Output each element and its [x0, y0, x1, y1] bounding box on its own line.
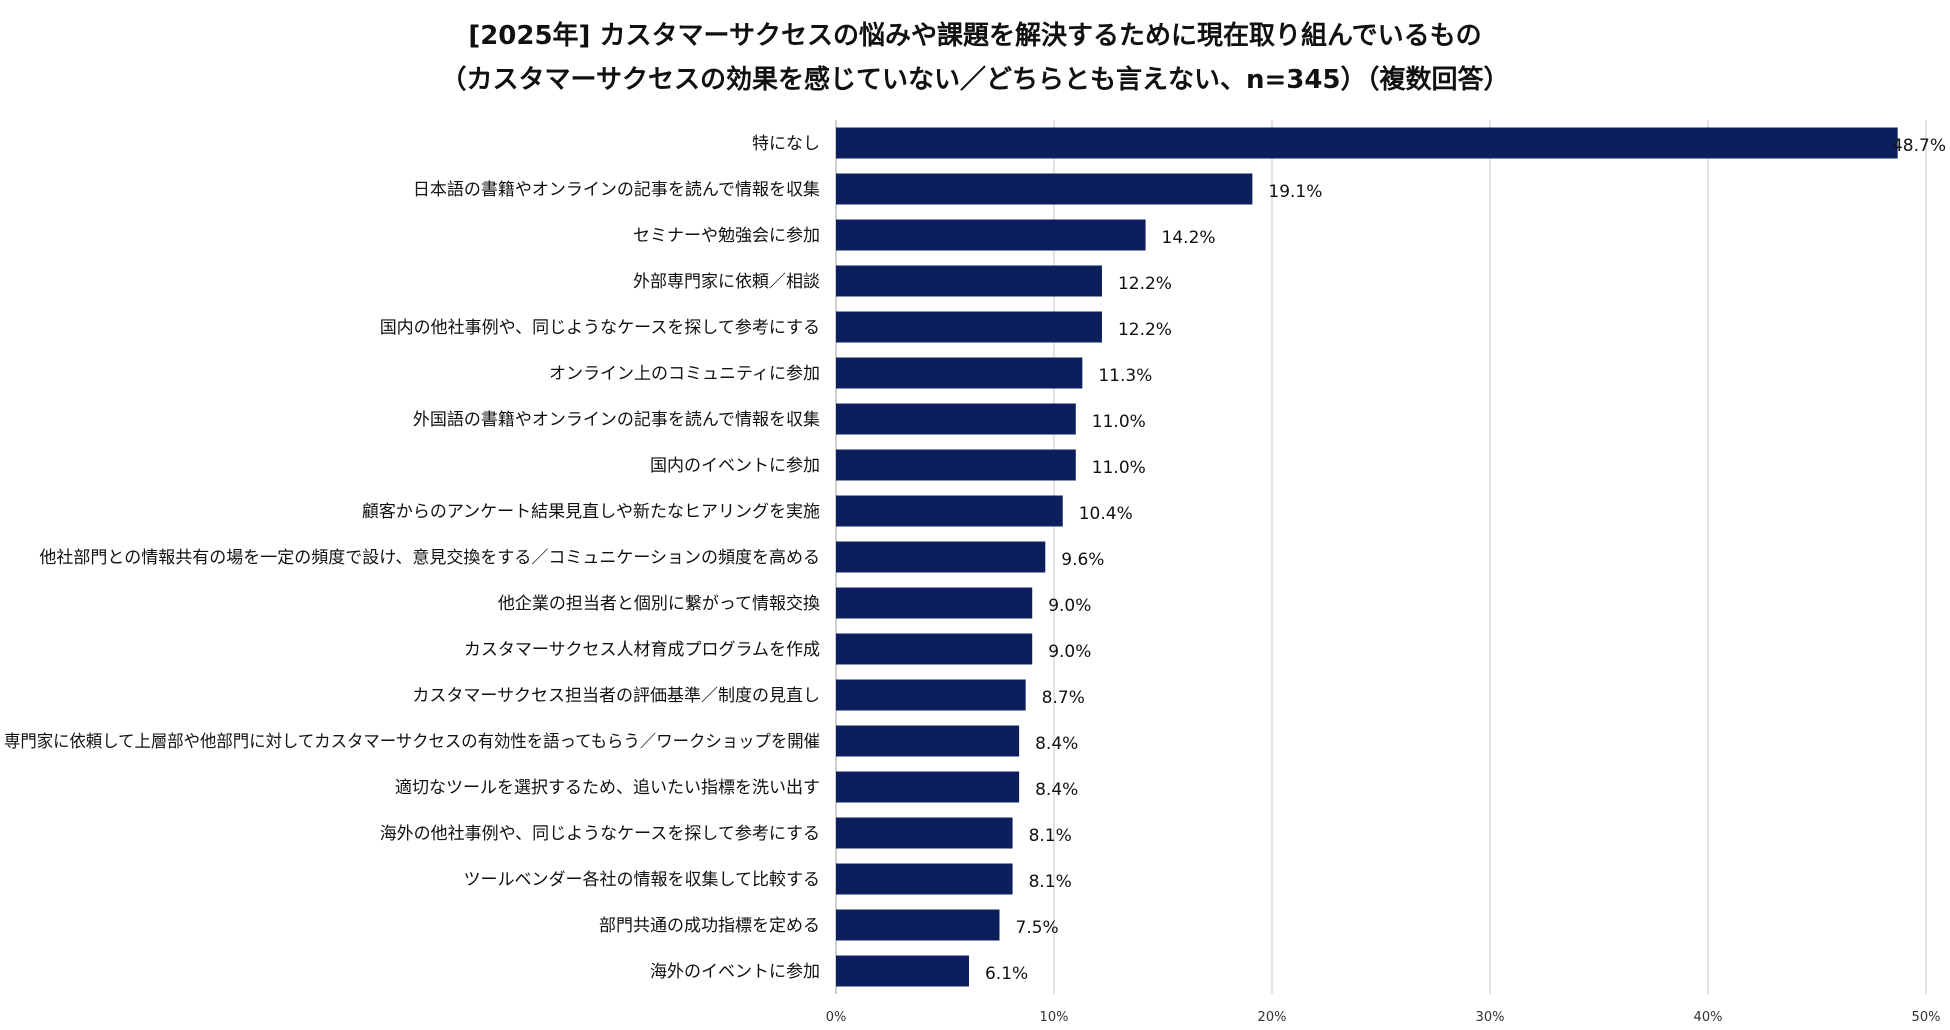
data-label: 8.4% [1035, 734, 1078, 754]
bar [836, 173, 1253, 205]
bar [836, 955, 969, 987]
category-label: 海外のイベントに参加 [650, 962, 820, 982]
bar [836, 449, 1076, 481]
category-label: 特になし [752, 134, 820, 154]
category-label: 部門共通の成功指標を定める [599, 916, 820, 936]
data-label: 11.0% [1092, 412, 1146, 432]
bar [836, 265, 1102, 297]
category-label: カスタマーサクセス人材育成プログラムを作成 [464, 640, 820, 660]
bar [836, 127, 1898, 159]
bar [836, 495, 1063, 527]
category-label: ツールベンダー各社の情報を収集して比較する [464, 870, 821, 890]
data-label: 12.2% [1118, 320, 1172, 340]
chart-title-line-2: （カスタマーサクセスの効果を感じていない／どちらとも言えない、n=345）（複数… [440, 65, 1510, 95]
category-label: 他社部門との情報共有の場を一定の頻度で設け、意見交換をする／コミュニケーションの… [39, 548, 820, 568]
data-label: 8.7% [1042, 688, 1085, 708]
x-tick-label: 10% [1040, 1010, 1069, 1025]
category-label: 日本語の書籍やオンラインの記事を読んで情報を収集 [413, 180, 820, 200]
category-label: 外部専門家に依頼／相談 [633, 272, 820, 292]
data-label: 11.3% [1098, 366, 1152, 386]
category-label: 適切なツールを選択するため、追いたい指標を洗い出す [395, 778, 820, 798]
bar [836, 587, 1033, 619]
chart-title: [2025年] カスタマーサクセスの悩みや課題を解決するために現在取り組んでいる… [0, 14, 1950, 102]
category-label: 外国語の書籍やオンラインの記事を読んで情報を収集 [413, 410, 820, 430]
data-label: 6.1% [985, 964, 1028, 984]
x-tick-label: 20% [1258, 1010, 1287, 1025]
x-tick-label: 40% [1694, 1010, 1723, 1025]
x-tick-label: 50% [1912, 1010, 1941, 1025]
category-label: セミナーや勉強会に参加 [633, 226, 820, 246]
data-label: 11.0% [1092, 458, 1146, 478]
chart-title-line-1: [2025年] カスタマーサクセスの悩みや課題を解決するために現在取り組んでいる… [468, 21, 1482, 51]
category-label: 専門家に依頼して上層部や他部門に対してカスタマーサクセスの有効性を語ってもらう／… [4, 732, 820, 752]
data-label: 9.6% [1061, 550, 1104, 570]
bar [836, 679, 1026, 711]
category-label: 国内の他社事例や、同じようなケースを探して参考にする [380, 318, 820, 338]
category-label: オンライン上のコミュニティに参加 [549, 364, 820, 384]
data-label: 14.2% [1162, 228, 1216, 248]
bar [836, 403, 1076, 435]
data-label: 12.2% [1118, 274, 1172, 294]
category-label: 海外の他社事例や、同じようなケースを探して参考にする [380, 824, 820, 844]
data-label: 10.4% [1079, 504, 1133, 524]
data-label: 8.4% [1035, 780, 1078, 800]
bar [836, 633, 1033, 665]
data-label: 7.5% [1016, 918, 1059, 938]
x-tick-label: 0% [826, 1010, 847, 1025]
data-label: 8.1% [1029, 826, 1072, 846]
bar [836, 311, 1102, 343]
data-label: 48.7% [1892, 136, 1946, 156]
category-label: 国内のイベントに参加 [650, 456, 820, 476]
bar [836, 863, 1013, 895]
data-label: 9.0% [1048, 642, 1091, 662]
x-tick-label: 30% [1476, 1010, 1505, 1025]
bar [836, 541, 1046, 573]
bar [836, 909, 1000, 941]
data-label: 9.0% [1048, 596, 1091, 616]
bar [836, 219, 1146, 251]
bar [836, 817, 1013, 849]
bar [836, 357, 1083, 389]
data-label: 8.1% [1029, 872, 1072, 892]
category-label: 他企業の担当者と個別に繋がって情報交換 [498, 594, 820, 614]
category-label: 顧客からのアンケート結果見直しや新たなヒアリングを実施 [362, 502, 820, 522]
bar [836, 771, 1020, 803]
data-label: 19.1% [1268, 182, 1322, 202]
bar [836, 725, 1020, 757]
category-label: カスタマーサクセス担当者の評価基準／制度の見直し [412, 686, 820, 706]
